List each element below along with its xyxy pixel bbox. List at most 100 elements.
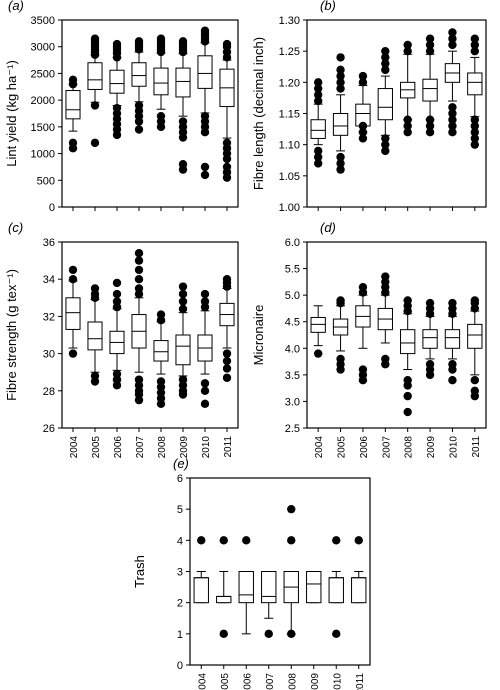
y-tick-label: 1.05 [279, 171, 300, 183]
y-tick-label: 4 [177, 535, 183, 547]
plot-frame [306, 241, 487, 429]
outlier-point [336, 84, 345, 93]
y-tick-label: 3000 [31, 42, 55, 54]
y-tick-label: 1.30 [279, 15, 300, 27]
panel-3: (c) 26 28 30 32 34 36 Fibre strength (g tex⁻¹) 2… [4, 220, 239, 458]
outlier-point [425, 40, 435, 50]
y-tick-label: 2.5 [285, 423, 300, 435]
outlier-point [222, 364, 232, 373]
y-tick-label: 26 [43, 423, 55, 435]
panel-4: (d) 2.5 3.0 3.5 4.0 4.5 5.0 5.5 6.0 Micronaire 200… [251, 220, 487, 459]
x-tick-label: 2007 [381, 436, 392, 459]
outlier-point [470, 46, 480, 56]
outlier-point [425, 298, 435, 308]
box-2008 [153, 310, 169, 409]
outlier-point [425, 121, 435, 131]
iqr-box [377, 88, 393, 121]
outlier-point [358, 121, 368, 131]
iqr-box [400, 329, 416, 355]
iqr-box [332, 113, 349, 136]
panel-label: (c) [8, 220, 23, 235]
outlier-point [156, 310, 166, 319]
iqr-box [422, 78, 438, 102]
outlier-point [381, 140, 390, 149]
outlier-point [336, 71, 345, 81]
outlier-point [381, 146, 390, 156]
outlier-point [448, 103, 457, 112]
outlier-point [381, 134, 390, 143]
iqr-box [328, 577, 344, 604]
outlier-point [336, 354, 345, 364]
outlier-point [90, 34, 100, 43]
outlier-point [156, 111, 166, 121]
outlier-point [448, 109, 457, 118]
y-tick-label: 5.0 [285, 290, 300, 302]
x-tick-label: 2008 [287, 673, 298, 690]
x-tick-label: 2011 [223, 436, 234, 458]
iqr-box [310, 316, 326, 333]
y-tick-label: 2000 [31, 95, 55, 107]
outlier-point [448, 128, 457, 137]
outlier-point [90, 101, 100, 110]
iqr-box [153, 340, 169, 362]
panel-1: (a) 0 500 1000 1500 2000 2500 3000 3500 Lint yiel… [4, 0, 239, 214]
outlier-point [470, 386, 480, 395]
y-axis-title: Fibre strength (g tex⁻¹) [4, 269, 19, 401]
outlier-point [222, 162, 232, 172]
box-2004 [193, 536, 209, 604]
box-2011 [219, 275, 235, 382]
box-2008 [283, 504, 299, 639]
outlier-point [403, 407, 412, 417]
panel-5: (e) 0 1 2 3 4 5 6 Trash 2004 2005 2006 2007 2008 2009 2… [132, 456, 371, 690]
outlier-point [470, 134, 480, 143]
outlier-point [134, 284, 144, 293]
y-axis-title: Trash [132, 555, 147, 588]
box-2006 [109, 278, 125, 390]
y-tick-label: 4.5 [285, 317, 300, 329]
y-tick-label: 0 [177, 660, 183, 672]
outlier-point [68, 75, 78, 85]
y-tick-label: 1.25 [279, 46, 300, 58]
panel-label: (a) [8, 0, 24, 13]
outlier-point [313, 78, 323, 87]
outlier-point [178, 289, 188, 299]
outlier-point [448, 28, 457, 37]
outlier-point [403, 375, 412, 385]
iqr-box [261, 571, 277, 604]
outlier-point [336, 296, 345, 305]
box-2004 [65, 75, 81, 153]
plot-frame [189, 477, 371, 666]
outlier-point [448, 298, 457, 308]
outlier-point [358, 71, 368, 81]
outlier-point [134, 265, 144, 275]
outlier-point [200, 379, 210, 388]
outlier-point [403, 121, 412, 131]
outlier-point [112, 278, 122, 288]
box-2005 [87, 34, 103, 148]
box-2006 [109, 39, 125, 140]
box-2008 [153, 34, 169, 132]
outlier-point [470, 128, 480, 137]
x-tick-label: 2010 [332, 673, 343, 690]
outlier-point [313, 152, 323, 162]
x-tick-label: 2011 [355, 673, 366, 690]
outlier-point [470, 34, 480, 43]
iqr-box [65, 90, 81, 120]
box-2011 [219, 39, 235, 182]
y-tick-label: 28 [43, 386, 55, 398]
outlier-point [336, 159, 345, 168]
outlier-point [313, 84, 323, 93]
outlier-point [470, 375, 480, 385]
outlier-point [448, 375, 457, 385]
y-tick-label: 36 [43, 237, 55, 249]
box-2004 [310, 78, 326, 168]
outlier-point [90, 371, 100, 381]
outlier-point [68, 138, 78, 148]
x-tick-label: 2007 [265, 673, 276, 690]
box-2007 [131, 37, 147, 134]
outlier-point [178, 304, 188, 314]
iqr-box [467, 323, 483, 349]
outlier-point [90, 138, 100, 148]
outlier-point [200, 289, 210, 299]
